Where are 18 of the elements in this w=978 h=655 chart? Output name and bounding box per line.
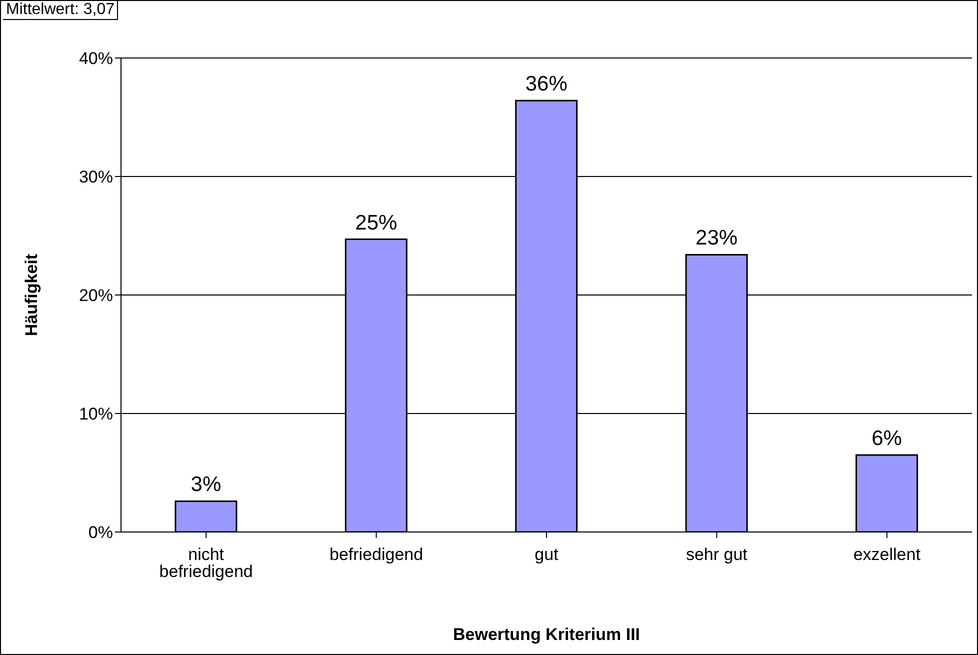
x-axis-title: Bewertung Kriterium III [452,625,640,644]
x-tick-label: gut [534,545,559,564]
y-tick-label: 10% [78,404,113,424]
data-label: 25% [355,211,398,234]
y-tick-label: 0% [88,523,113,542]
text: Mittelwert: 3,07 [3,1,118,20]
x-tick-label: nicht befriedigend [159,545,253,582]
x-tick-label: befriedigend [330,545,424,564]
y-tick-label: 20% [78,286,113,306]
y-tick-label: 40% [78,49,113,68]
x-tick-label: sehr gut [686,545,748,564]
data-label: 23% [696,226,738,250]
y-axis-title: Häufigkeit [22,254,42,336]
x-tick-label: exzellent [853,545,921,564]
y-tick-label: 30% [78,168,113,187]
data-label: 3% [190,473,222,496]
data-label: 6% [872,426,902,450]
data-label: 36% [525,72,568,96]
